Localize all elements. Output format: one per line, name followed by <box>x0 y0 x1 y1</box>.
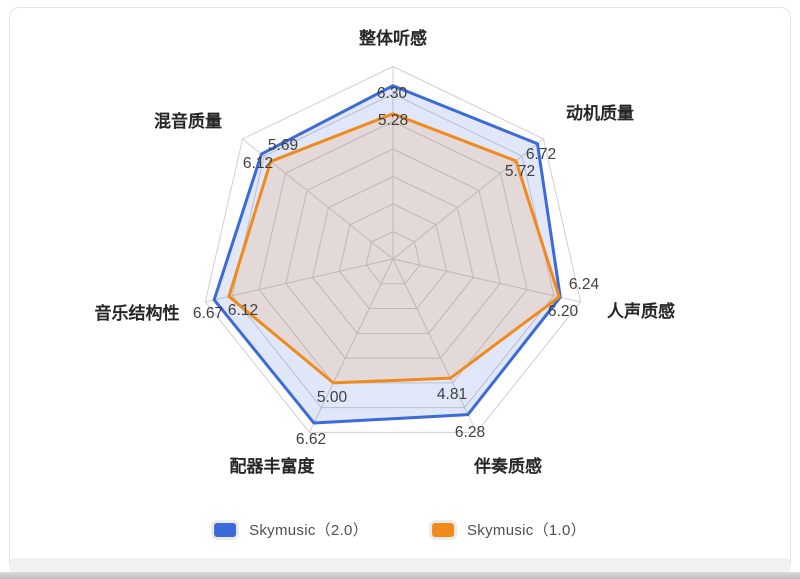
grid-ring <box>338 203 448 310</box>
grid-ring <box>231 93 555 409</box>
value-label: 5.28 <box>378 112 408 129</box>
series-polygon-skymusic-2-0 <box>212 84 562 425</box>
axis-label: 动机质量 <box>566 103 634 123</box>
grid-ring <box>365 230 421 285</box>
axis-label: 整体听感 <box>359 28 427 48</box>
value-label: 6.24 <box>569 276 600 293</box>
chart-card <box>9 7 791 573</box>
window-bottom-edge <box>0 572 800 579</box>
value-label: 5.72 <box>505 163 535 180</box>
value-label: 6.72 <box>526 146 556 163</box>
axis-spoke <box>392 258 581 303</box>
grid-ring <box>204 65 582 433</box>
axis-spoke <box>205 258 394 303</box>
value-label: 6.28 <box>455 424 485 441</box>
value-label: 5.00 <box>317 389 348 406</box>
axis-spoke <box>242 138 394 260</box>
legend-label: Skymusic（1.0） <box>467 522 586 539</box>
axis-spoke <box>392 258 477 433</box>
legend-item-skymusic-2-0[interactable]: Skymusic（2.0） <box>214 519 368 540</box>
axis-spoke <box>309 258 394 433</box>
legend-swatch-blue-icon <box>214 522 237 537</box>
value-label: 6.67 <box>193 305 223 322</box>
value-label: 6.62 <box>296 431 326 448</box>
legend-swatch-orange-icon <box>432 522 454 537</box>
axis-label: 配器丰富度 <box>230 456 316 476</box>
grid-ring <box>312 175 474 334</box>
axis-label: 人声质感 <box>607 301 675 321</box>
axis-spoke <box>392 138 544 260</box>
value-label: 6.12 <box>228 302 258 319</box>
axis-label: 伴奏质感 <box>473 456 542 476</box>
value-label: 4.81 <box>437 386 467 403</box>
legend-label: Skymusic（2.0） <box>249 522 368 539</box>
grid-ring <box>285 148 501 359</box>
horizontal-scrollbar[interactable] <box>10 558 790 572</box>
axis-label: 混音质量 <box>154 111 222 131</box>
value-label: 6.12 <box>243 155 273 172</box>
grid-ring <box>258 120 528 384</box>
legend: Skymusic（2.0） Skymusic（1.0） <box>214 519 586 540</box>
axis-label: 音乐结构性 <box>95 303 180 323</box>
series-polygon-skymusic-1-0 <box>227 112 561 385</box>
value-label: 6.30 <box>377 85 408 102</box>
value-label: 5.69 <box>268 137 298 154</box>
value-label: 6.20 <box>548 303 579 320</box>
legend-item-skymusic-1-0[interactable]: Skymusic（1.0） <box>432 519 586 540</box>
